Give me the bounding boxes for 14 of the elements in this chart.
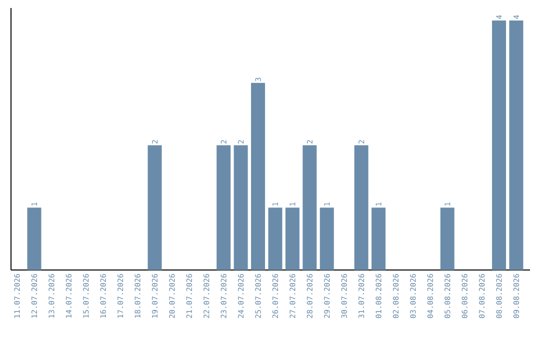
bar [285, 208, 300, 270]
bar [216, 145, 231, 270]
bar [509, 20, 524, 270]
bar [320, 208, 334, 270]
bar [251, 82, 266, 270]
bar [234, 145, 248, 270]
bar [148, 145, 162, 270]
bar [268, 208, 282, 270]
bar [354, 145, 368, 270]
bar [27, 208, 42, 270]
bar [302, 145, 317, 270]
bar [440, 208, 454, 270]
bar [372, 208, 386, 270]
bar [492, 20, 506, 270]
